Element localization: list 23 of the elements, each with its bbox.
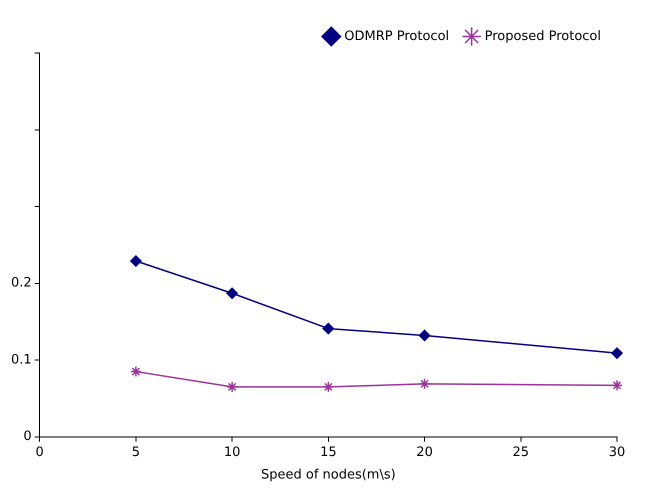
x-tick-label: 25 bbox=[512, 444, 530, 460]
point bbox=[611, 347, 623, 359]
x-tick-label: 30 bbox=[608, 444, 626, 460]
point bbox=[322, 381, 334, 393]
point bbox=[611, 380, 623, 392]
x-tick-label: 0 bbox=[36, 444, 44, 460]
y-tick-label: 0.2 bbox=[10, 276, 32, 291]
point bbox=[418, 378, 430, 390]
legend-label: ODMRP Protocol bbox=[344, 28, 450, 44]
y-tick-label: 0.1 bbox=[10, 352, 32, 368]
point bbox=[226, 381, 238, 393]
y-tick-label: 0 bbox=[23, 429, 32, 444]
x-tick-label: 20 bbox=[416, 444, 433, 460]
point bbox=[130, 255, 142, 267]
point bbox=[418, 330, 430, 342]
x-tick-label: 5 bbox=[132, 444, 140, 460]
point bbox=[226, 288, 238, 300]
x-tick-label: 15 bbox=[320, 444, 337, 460]
x-axis-title: Speed of nodes(m\s) bbox=[260, 468, 396, 483]
point bbox=[322, 322, 334, 334]
x-tick-label: 10 bbox=[224, 444, 240, 460]
legend-label: Proposed Protocol bbox=[484, 28, 602, 44]
point bbox=[130, 366, 142, 378]
